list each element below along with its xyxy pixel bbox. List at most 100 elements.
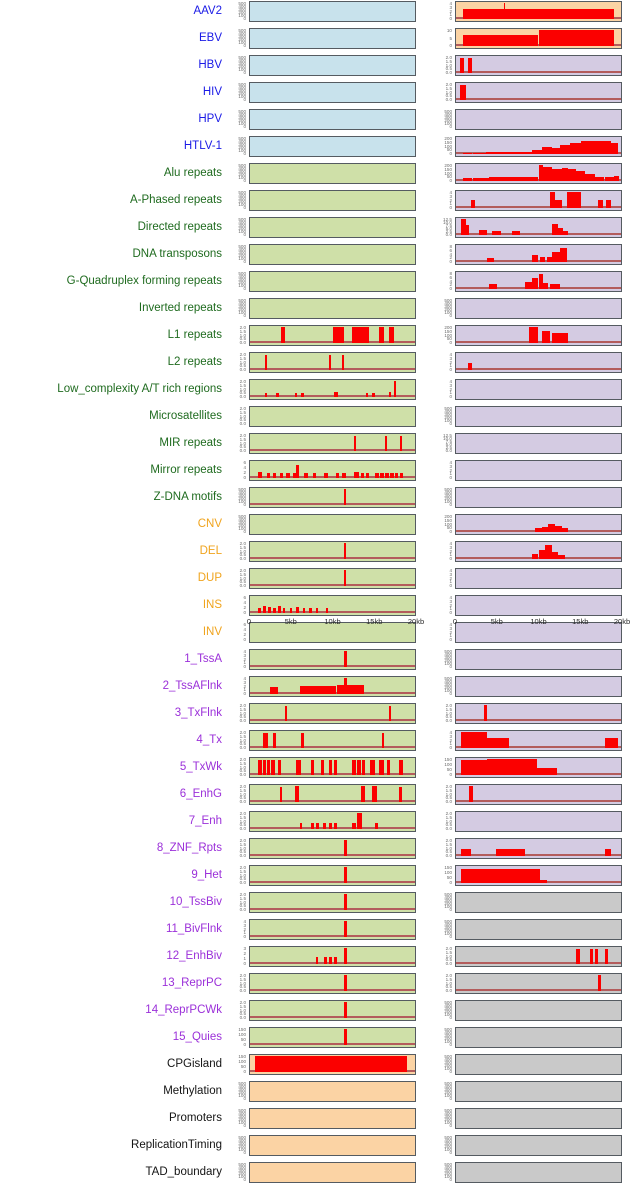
track-baseline <box>456 368 621 370</box>
right-ytick: 50 <box>446 147 452 153</box>
right-ytick: 0 <box>449 1177 452 1182</box>
signal-bar <box>460 849 471 856</box>
track-label-hbv: HBV <box>198 58 222 71</box>
left-ytick: 400 <box>238 4 246 9</box>
right-ytick: 400 <box>444 490 452 495</box>
track-right-promoters <box>455 1108 622 1129</box>
track-label-11-bivflnk: 11_BivFlnk <box>165 922 222 935</box>
left-ytick: 200 <box>238 145 246 150</box>
left-ytick: 2 <box>243 951 246 956</box>
left-ytick: 0 <box>243 313 246 318</box>
right-ytick: 4 <box>449 595 452 600</box>
signal-bar <box>555 199 562 208</box>
signal-bar <box>604 177 615 181</box>
track-baseline <box>250 854 415 856</box>
signal-bar <box>604 849 612 856</box>
right-ytick: 200 <box>444 136 452 141</box>
signal-bar <box>378 759 384 775</box>
right-ytick: 2 <box>449 8 452 14</box>
signal-bar <box>393 381 397 397</box>
right-ytick: 150 <box>444 865 452 870</box>
left-ytick: 400 <box>238 490 246 495</box>
right-ytick: 2 <box>449 197 452 203</box>
track-right-z-dna-motifs <box>455 487 622 508</box>
track-baseline <box>456 989 621 991</box>
track-right-15-quies <box>455 1027 622 1048</box>
signal-bar <box>258 471 262 478</box>
left-ytick: 200 <box>238 199 246 204</box>
track-right-9-het <box>455 865 622 886</box>
right-ytick: 10.0 <box>443 436 452 441</box>
signal-bar <box>344 1002 347 1018</box>
right-ytick: 0.0 <box>445 97 452 102</box>
track-baseline <box>250 827 415 829</box>
signal-bar <box>390 472 394 478</box>
signal-bar <box>254 1055 407 1072</box>
track-right-aav2 <box>455 1 622 22</box>
signal-bar <box>266 759 270 775</box>
right-ytick: 200 <box>444 325 452 330</box>
left-xtick: 5kb <box>284 617 297 626</box>
signal-bar <box>388 391 392 397</box>
left-xtick: 0 <box>246 617 252 626</box>
left-panel-tracks <box>249 0 416 1183</box>
right-ytick: 300 <box>444 304 452 309</box>
track-left-tad-boundary <box>249 1162 416 1183</box>
left-ytick: 400 <box>238 85 246 90</box>
right-ytick: 2.0 <box>445 55 452 60</box>
track-left-ins <box>249 595 416 616</box>
signal-bar <box>551 552 559 559</box>
left-ytick: 150 <box>238 1054 246 1059</box>
track-left-low-complexity-a-t-rich-regions <box>249 379 416 400</box>
right-ytick: 0.0 <box>445 853 452 858</box>
left-ytick: 200 <box>238 280 246 285</box>
left-ytick: 0 <box>243 475 246 480</box>
signal-bar <box>334 391 339 397</box>
track-label-l2-repeats: L2 repeats <box>167 355 222 368</box>
right-ytick: 0 <box>449 556 452 561</box>
left-ytick: 0 <box>243 232 246 237</box>
right-ytick: 0.0 <box>445 988 452 993</box>
signal-bar <box>264 392 268 397</box>
track-left-14-reprpcwk <box>249 1000 416 1021</box>
signal-bar <box>344 894 347 910</box>
left-ytick: 2.0 <box>239 433 246 438</box>
track-left-12-enhbiv <box>249 946 416 967</box>
track-right-replicationtiming <box>455 1135 622 1156</box>
left-ytick: 500 <box>238 55 246 60</box>
signal-bar <box>551 168 562 181</box>
left-ytick: 500 <box>238 298 246 303</box>
right-ytick: 3 <box>449 382 452 388</box>
signal-bar <box>492 230 501 235</box>
left-ytick: 0.5 <box>239 579 246 585</box>
left-ytick: 400 <box>238 139 246 144</box>
signal-bar <box>329 956 333 964</box>
signal-bar <box>316 607 319 613</box>
right-ytick: 0.0 <box>445 718 452 723</box>
left-ytick: 0.0 <box>239 745 246 750</box>
left-ytick: 1 <box>243 956 246 961</box>
track-label-inv: INV <box>202 625 222 638</box>
track-left-1-tssa <box>249 649 416 670</box>
track-right-l1-repeats <box>455 325 622 346</box>
track-left-microsatellites <box>249 406 416 427</box>
left-ytick: 4 <box>243 600 246 605</box>
signal-bar <box>279 472 283 478</box>
left-ytick: 1.5 <box>239 382 246 388</box>
track-right-6-enhg <box>455 784 622 805</box>
signal-bar <box>531 150 542 154</box>
signal-bar <box>594 949 598 964</box>
right-ytick: 400 <box>444 409 452 414</box>
left-ytick: 0.0 <box>239 448 246 453</box>
signal-bar <box>398 759 404 775</box>
left-ytick: 50 <box>240 1064 246 1069</box>
left-ytick: 200 <box>238 307 246 312</box>
signal-bar <box>465 224 470 235</box>
track-left-cpgisland <box>249 1054 416 1075</box>
signal-bar <box>538 274 544 289</box>
right-ytick: 4 <box>449 190 452 195</box>
left-ytick: 3 <box>243 946 246 951</box>
track-left-inverted-repeats <box>249 298 416 319</box>
left-ytick: 400 <box>238 274 246 279</box>
track-label-9-het: 9_Het <box>191 868 222 881</box>
